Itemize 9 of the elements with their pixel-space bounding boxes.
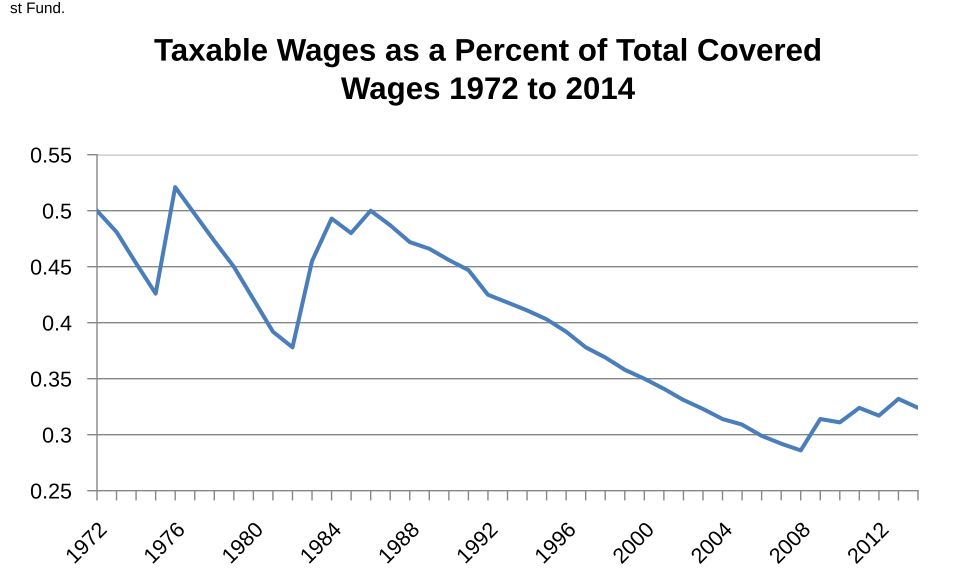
y-tick-label: 0.55 xyxy=(30,147,72,163)
y-tick-label: 0.45 xyxy=(30,259,72,275)
y-tick-label: 0.35 xyxy=(30,371,72,387)
chart-title: Taxable Wages as a Percent of Total Covered Wages 1972 to 2014 xyxy=(154,38,820,106)
y-tick-label: 0.3 xyxy=(42,427,72,443)
y-tick-label: 0.5 xyxy=(42,203,72,219)
y-tick-label: 0.25 xyxy=(30,483,72,499)
y-tick-label: 0.4 xyxy=(42,315,72,331)
text: st Fund. xyxy=(10,2,64,14)
